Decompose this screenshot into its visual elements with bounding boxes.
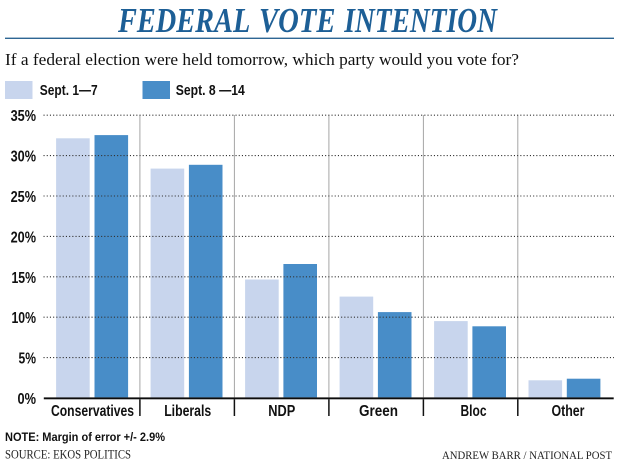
svg-text:SOURCE: EKOS POLITICS: SOURCE: EKOS POLITICS bbox=[5, 447, 131, 462]
svg-text:25%: 25% bbox=[11, 189, 36, 206]
svg-text:20%: 20% bbox=[11, 229, 36, 246]
svg-text:5%: 5% bbox=[19, 351, 37, 368]
svg-text:Sept. 8 —14: Sept. 8 —14 bbox=[176, 82, 246, 99]
svg-text:30%: 30% bbox=[11, 149, 36, 166]
svg-text:Bloc: Bloc bbox=[461, 403, 487, 420]
svg-text:35%: 35% bbox=[11, 108, 36, 125]
svg-text:Liberals: Liberals bbox=[164, 403, 211, 420]
svg-text:VOTE: VOTE bbox=[259, 1, 336, 40]
svg-text:0%: 0% bbox=[18, 391, 37, 408]
svg-text:10%: 10% bbox=[12, 310, 37, 327]
svg-text:NDP: NDP bbox=[268, 403, 295, 420]
svg-text:FEDERAL: FEDERAL bbox=[117, 1, 250, 40]
svg-text:15%: 15% bbox=[12, 270, 37, 287]
svg-text:Conservatives: Conservatives bbox=[51, 403, 134, 420]
svg-text:ANDREW BARR / NATIONAL POST: ANDREW BARR / NATIONAL POST bbox=[442, 450, 612, 462]
svg-text:Sept. 1—7: Sept. 1—7 bbox=[40, 82, 98, 99]
svg-text:Other: Other bbox=[552, 403, 585, 420]
svg-text:If a federal election were hel: If a federal election were held tomorrow… bbox=[5, 50, 519, 69]
svg-text:INTENTION: INTENTION bbox=[343, 1, 498, 40]
svg-text:Green: Green bbox=[359, 403, 398, 420]
svg-text:NOTE: Margin of error +/- 2.9%: NOTE: Margin of error +/- 2.9% bbox=[5, 430, 165, 444]
